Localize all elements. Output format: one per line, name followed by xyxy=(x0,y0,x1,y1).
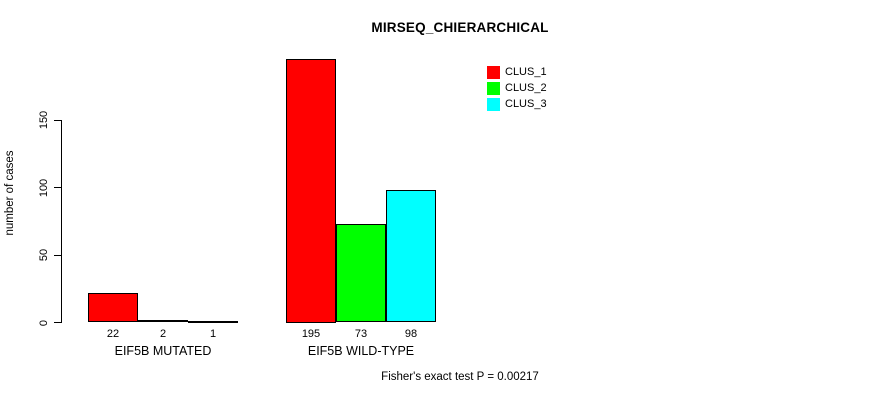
y-axis-tick-label: 0 xyxy=(38,319,50,326)
legend-label: CLUS_3 xyxy=(505,97,547,110)
legend-label: CLUS_2 xyxy=(505,81,547,94)
y-axis-tick xyxy=(54,322,61,323)
bar-value-label: 1 xyxy=(209,328,217,340)
legend-item: CLUS_3 xyxy=(487,96,547,112)
chart-title: MIRSEQ_CHIERARCHICAL xyxy=(371,20,549,35)
bar xyxy=(88,292,138,323)
annotation: Fisher's exact test P = 0.00217 xyxy=(381,371,539,383)
legend: CLUS_1 CLUS_2 CLUS_3 xyxy=(487,64,547,112)
bar xyxy=(188,321,238,324)
bar-value-label: 2 xyxy=(159,328,167,340)
legend-swatch-icon xyxy=(487,97,500,111)
legend-label: CLUS_1 xyxy=(505,65,547,78)
group-label: EIF5B WILD-TYPE xyxy=(307,344,415,358)
bar-value-label: 98 xyxy=(404,328,418,340)
legend-swatch-icon xyxy=(487,81,500,95)
bar-value-label: 73 xyxy=(354,328,368,340)
bar-value-label: 22 xyxy=(106,328,120,340)
group-label: EIF5B MUTATED xyxy=(114,344,212,358)
y-axis-tick-label: 150 xyxy=(38,110,50,130)
y-axis-tick xyxy=(54,119,61,121)
legend-swatch-icon xyxy=(487,65,500,79)
y-axis-tick xyxy=(54,187,61,188)
y-axis-line xyxy=(61,120,62,323)
bar xyxy=(286,59,336,323)
y-axis-tick-label: 100 xyxy=(38,178,50,197)
legend-item: CLUS_1 xyxy=(487,64,547,80)
y-axis-tick xyxy=(54,254,61,256)
bar xyxy=(138,319,188,323)
bar xyxy=(336,223,386,323)
y-axis-label: number of cases xyxy=(4,150,16,236)
bar-value-label: 195 xyxy=(301,328,321,340)
bar xyxy=(386,190,436,323)
legend-item: CLUS_2 xyxy=(487,80,547,96)
y-axis-tick-label: 50 xyxy=(38,248,50,262)
